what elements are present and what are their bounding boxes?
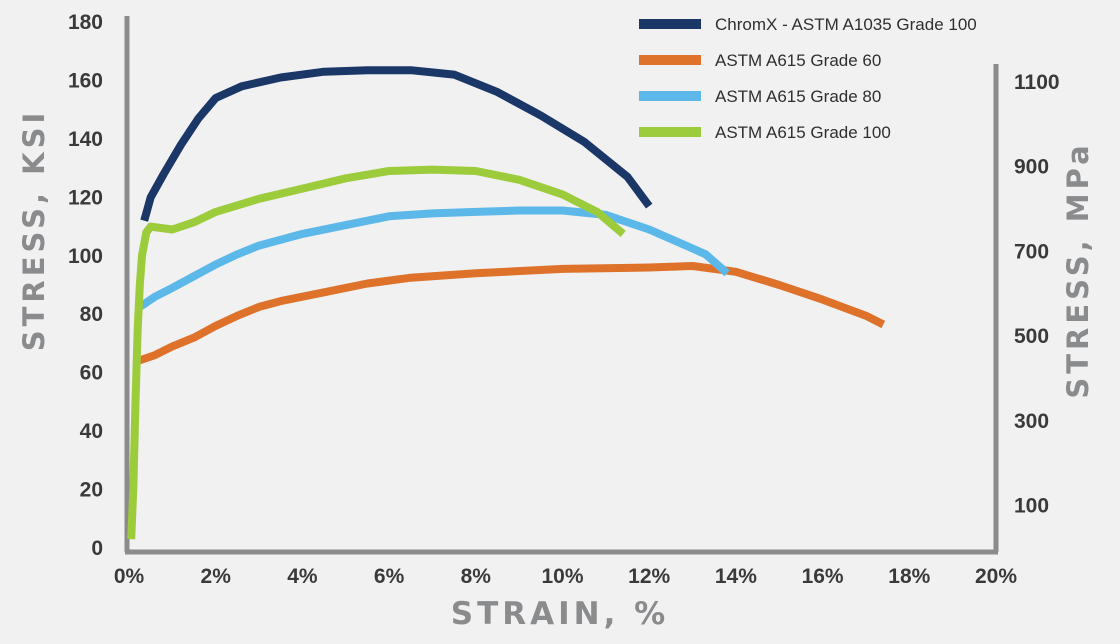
y-tick-label: 40 [80, 420, 103, 443]
series-line [136, 262, 886, 365]
legend-swatch [639, 127, 701, 137]
x-tick-label: 16% [802, 565, 844, 588]
y-tick-label: 100 [68, 245, 103, 268]
y-tick-label: 20 [80, 479, 103, 502]
x-tick-label: 8% [461, 565, 492, 588]
y2-axis-ticks: 100 300 500 700 900 1100 [1014, 71, 1060, 518]
series-line [127, 165, 626, 540]
legend-label: ASTM A615 Grade 100 [715, 123, 891, 142]
y2-tick-label: 1100 [1014, 71, 1060, 94]
y2-axis-title: STRESS, MPa [1061, 141, 1095, 398]
x-tick-label: 18% [888, 565, 930, 588]
legend-label: ASTM A615 Grade 60 [715, 51, 881, 70]
y2-tick-label: 300 [1014, 410, 1049, 433]
series-lines [127, 66, 886, 540]
x-tick-label: 20% [975, 565, 1017, 588]
y2-tick-label: 700 [1014, 240, 1049, 263]
x-tick-label: 12% [628, 565, 670, 588]
y-tick-label: 140 [68, 128, 103, 151]
x-axis-ticks: 0% 2% 4% 6% 8% 10% 12% 14% 16% 18% 20% [114, 565, 1018, 588]
x-tick-label: 4% [287, 565, 318, 588]
x-tick-label: 2% [201, 565, 232, 588]
y-tick-label: 80 [80, 303, 103, 326]
y-tick-label: 60 [80, 362, 103, 385]
y-axis-ticks: 0 20 40 60 80 100 120 140 160 180 [68, 11, 103, 560]
legend-swatch [639, 19, 701, 29]
y-axis-title: STRESS, KSI [17, 109, 51, 352]
y2-tick-label: 100 [1014, 495, 1049, 518]
y-tick-label: 0 [91, 537, 103, 560]
legend-swatch [639, 55, 701, 65]
x-tick-label: 10% [541, 565, 583, 588]
y2-tick-label: 900 [1014, 156, 1049, 179]
y-tick-label: 160 [68, 69, 103, 92]
x-tick-label: 0% [114, 565, 145, 588]
legend-label: ASTM A615 Grade 80 [715, 87, 881, 106]
series-line [135, 206, 730, 312]
x-tick-label: 6% [374, 565, 405, 588]
y-tick-label: 180 [68, 11, 103, 34]
legend-label: ChromX - ASTM A1035 Grade 100 [715, 15, 977, 34]
legend-swatch [639, 91, 701, 101]
y-tick-label: 120 [68, 186, 103, 209]
series-line [140, 66, 653, 222]
legend: ChromX - ASTM A1035 Grade 100 ASTM A615 G… [639, 15, 977, 142]
x-axis-title: STRAIN, % [451, 596, 669, 632]
x-tick-label: 14% [715, 565, 757, 588]
y2-tick-label: 500 [1014, 325, 1049, 348]
